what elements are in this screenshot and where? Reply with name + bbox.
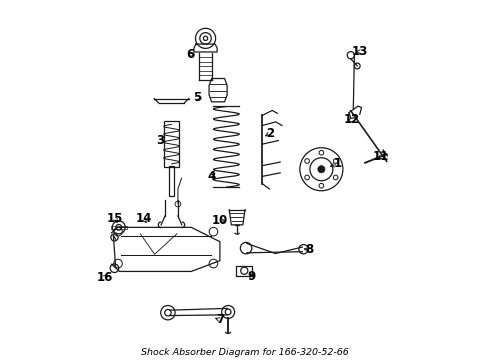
Text: 1: 1 — [334, 157, 343, 170]
Text: 10: 10 — [212, 214, 228, 227]
Text: 8: 8 — [305, 243, 314, 256]
Text: 3: 3 — [157, 134, 165, 147]
Text: 14: 14 — [136, 212, 152, 225]
Text: 15: 15 — [107, 212, 123, 225]
Text: 2: 2 — [266, 127, 274, 140]
Text: 6: 6 — [186, 48, 195, 61]
Text: 16: 16 — [96, 271, 113, 284]
Text: 9: 9 — [247, 270, 256, 283]
Text: 5: 5 — [194, 91, 202, 104]
Bar — [169, 166, 174, 196]
Circle shape — [318, 166, 325, 173]
Text: 12: 12 — [344, 113, 360, 126]
Text: 13: 13 — [352, 45, 368, 58]
Bar — [236, 266, 252, 276]
Bar — [164, 121, 179, 167]
Text: 4: 4 — [208, 170, 216, 183]
Text: 11: 11 — [373, 150, 390, 163]
Text: 7: 7 — [216, 313, 224, 327]
Bar — [111, 226, 126, 229]
Text: Shock Absorber Diagram for 166-320-52-66: Shock Absorber Diagram for 166-320-52-66 — [141, 348, 349, 357]
